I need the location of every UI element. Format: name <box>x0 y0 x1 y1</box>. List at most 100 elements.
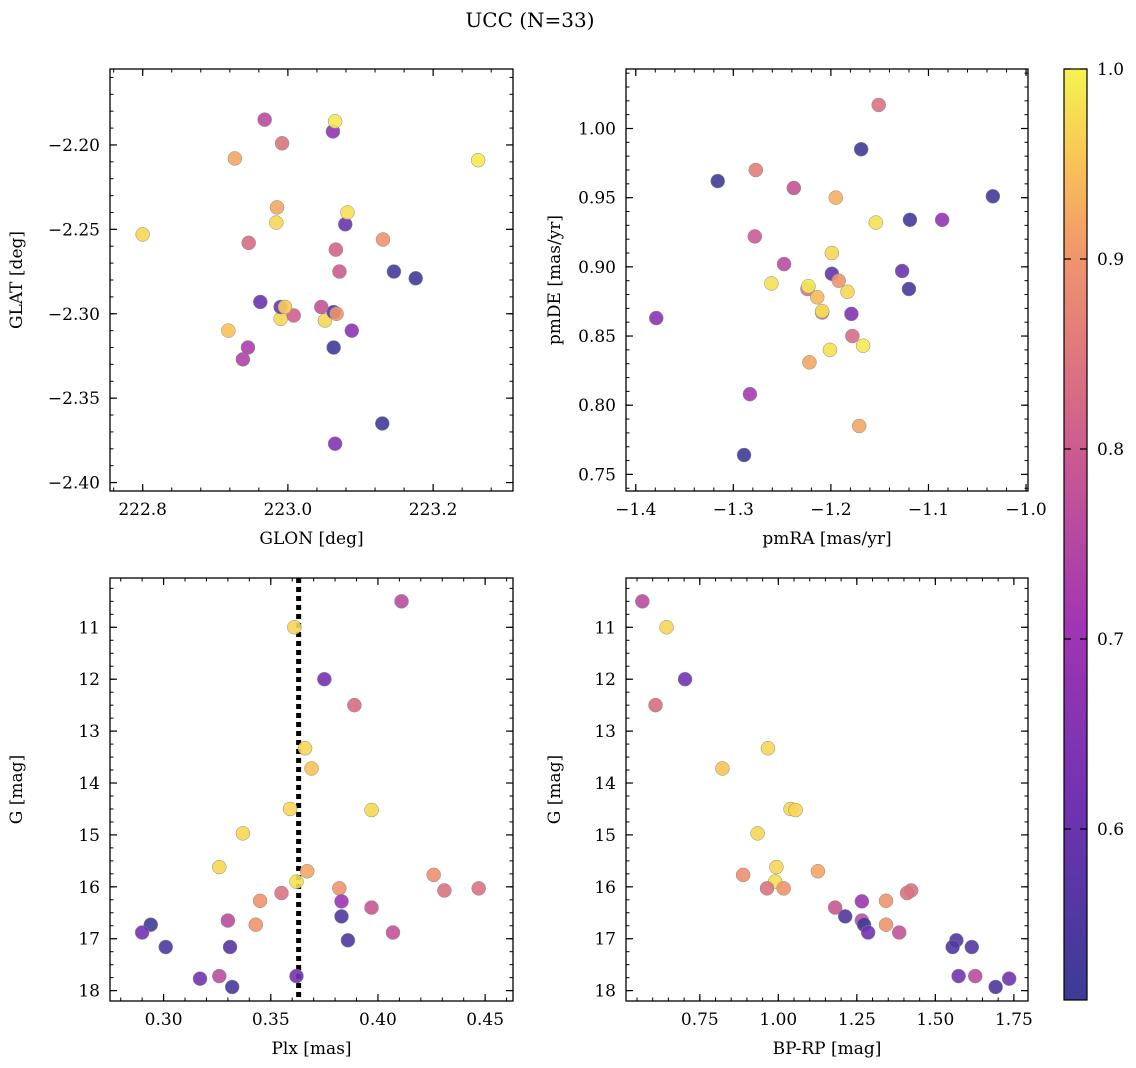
data-point <box>844 306 859 322</box>
x-tick-label: 223.0 <box>264 500 313 520</box>
plot-area <box>110 69 513 491</box>
data-point <box>878 917 894 932</box>
data-point <box>340 933 356 948</box>
data-point <box>801 278 816 294</box>
data-point <box>840 284 855 300</box>
y-tick-label: 0.75 <box>578 465 616 485</box>
data-point <box>945 939 960 955</box>
data-point <box>470 152 486 168</box>
y-tick-label: 13 <box>594 722 616 742</box>
data-point <box>338 217 353 232</box>
y-tick-label: 1.00 <box>578 119 616 139</box>
data-point <box>332 881 347 896</box>
data-point <box>220 913 236 928</box>
data-point <box>742 386 758 402</box>
y-tick-label: 15 <box>594 826 616 846</box>
panels: 222.8 223.0 223.2 −2.20 −2.25 −2.30 −2.35 −2.40… <box>7 68 1047 1059</box>
data-point <box>253 294 268 310</box>
data-point <box>327 114 343 129</box>
data-point <box>891 925 907 940</box>
data-point <box>287 620 302 635</box>
x-axis-label: Plx [mas] <box>271 1039 351 1059</box>
data-point <box>735 867 751 883</box>
data-point <box>776 881 791 896</box>
y-tick-label: 0.95 <box>578 189 616 209</box>
y-tick-label: 15 <box>78 826 100 846</box>
y-axis-label: pmDE [mas/yr] <box>545 215 565 345</box>
data-point <box>828 190 844 205</box>
data-point <box>810 863 826 879</box>
data-point <box>837 909 853 924</box>
y-tick-label: −2.35 <box>48 389 100 409</box>
data-point <box>747 229 763 244</box>
data-point <box>822 342 838 358</box>
data-point <box>868 215 884 230</box>
y-tick-label: 0.90 <box>578 258 616 278</box>
x-tick-label: 223.2 <box>409 500 458 520</box>
x-tick-label: 0.40 <box>359 1010 397 1030</box>
data-point <box>269 215 284 230</box>
data-point <box>252 893 268 909</box>
data-point <box>289 968 304 984</box>
data-point <box>277 299 293 315</box>
data-point <box>257 112 272 127</box>
data-point <box>809 290 825 305</box>
data-point <box>304 761 319 776</box>
data-point <box>385 925 401 940</box>
x-tick-label: −1.4 <box>615 500 656 520</box>
data-point <box>334 894 349 909</box>
data-point <box>317 671 332 687</box>
x-tick-label: 0.30 <box>145 1010 183 1030</box>
y-tick-label: 11 <box>594 618 616 638</box>
plot-frame <box>109 577 514 1002</box>
data-point <box>299 863 315 879</box>
data-point <box>934 212 950 228</box>
y-tick-label: 12 <box>594 670 616 690</box>
data-point <box>328 242 344 257</box>
data-point <box>710 173 725 189</box>
data-point <box>326 340 341 355</box>
data-point <box>814 303 830 319</box>
y-tick-label: 17 <box>78 930 100 950</box>
data-point <box>241 235 256 251</box>
data-point <box>375 416 390 431</box>
data-point <box>364 900 379 915</box>
data-point <box>394 594 409 609</box>
data-point <box>134 925 150 940</box>
data-point <box>776 256 792 272</box>
x-tick-label: 1.75 <box>995 1010 1033 1030</box>
data-point <box>192 971 208 986</box>
data-point <box>340 205 355 220</box>
data-point <box>329 306 344 322</box>
data-point <box>802 355 817 370</box>
data-point <box>750 826 765 841</box>
data-point <box>364 802 379 818</box>
data-point <box>851 418 867 434</box>
x-axis-label: pmRA [mas/yr] <box>762 529 891 549</box>
data-point <box>764 276 779 291</box>
plot-area <box>626 69 1028 491</box>
data-point <box>289 874 304 889</box>
y-tick-label: −2.20 <box>48 136 100 156</box>
y-tick-label: 16 <box>594 878 616 898</box>
x-tick-label: 1.50 <box>916 1010 954 1030</box>
colorbar-tick-label: 0.6 <box>1097 820 1124 840</box>
data-point <box>375 232 391 247</box>
x-tick-label: 222.8 <box>118 500 167 520</box>
panel-plx-g: 0.30 0.35 0.40 0.45 11 12 13 14 15 16 17 18 Plx [mas… <box>7 577 514 1059</box>
x-axis-label: BP-RP [mag] <box>773 1039 882 1059</box>
x-axis-label: GLON [deg] <box>259 529 363 549</box>
data-point <box>715 761 730 776</box>
colorbar-gradient <box>1063 68 1088 1001</box>
data-point <box>899 885 915 901</box>
colorbar-tick-label: 1.0 <box>1097 60 1124 80</box>
data-point <box>269 200 285 215</box>
data-point <box>386 264 402 279</box>
x-tick-label: 0.45 <box>466 1010 504 1030</box>
data-point <box>951 968 966 984</box>
y-tick-label: −2.40 <box>48 474 100 494</box>
figure-title: UCC (N=33) <box>465 8 594 32</box>
x-tick-label: 0.35 <box>252 1010 290 1030</box>
data-point <box>860 925 876 940</box>
data-point <box>878 893 894 909</box>
